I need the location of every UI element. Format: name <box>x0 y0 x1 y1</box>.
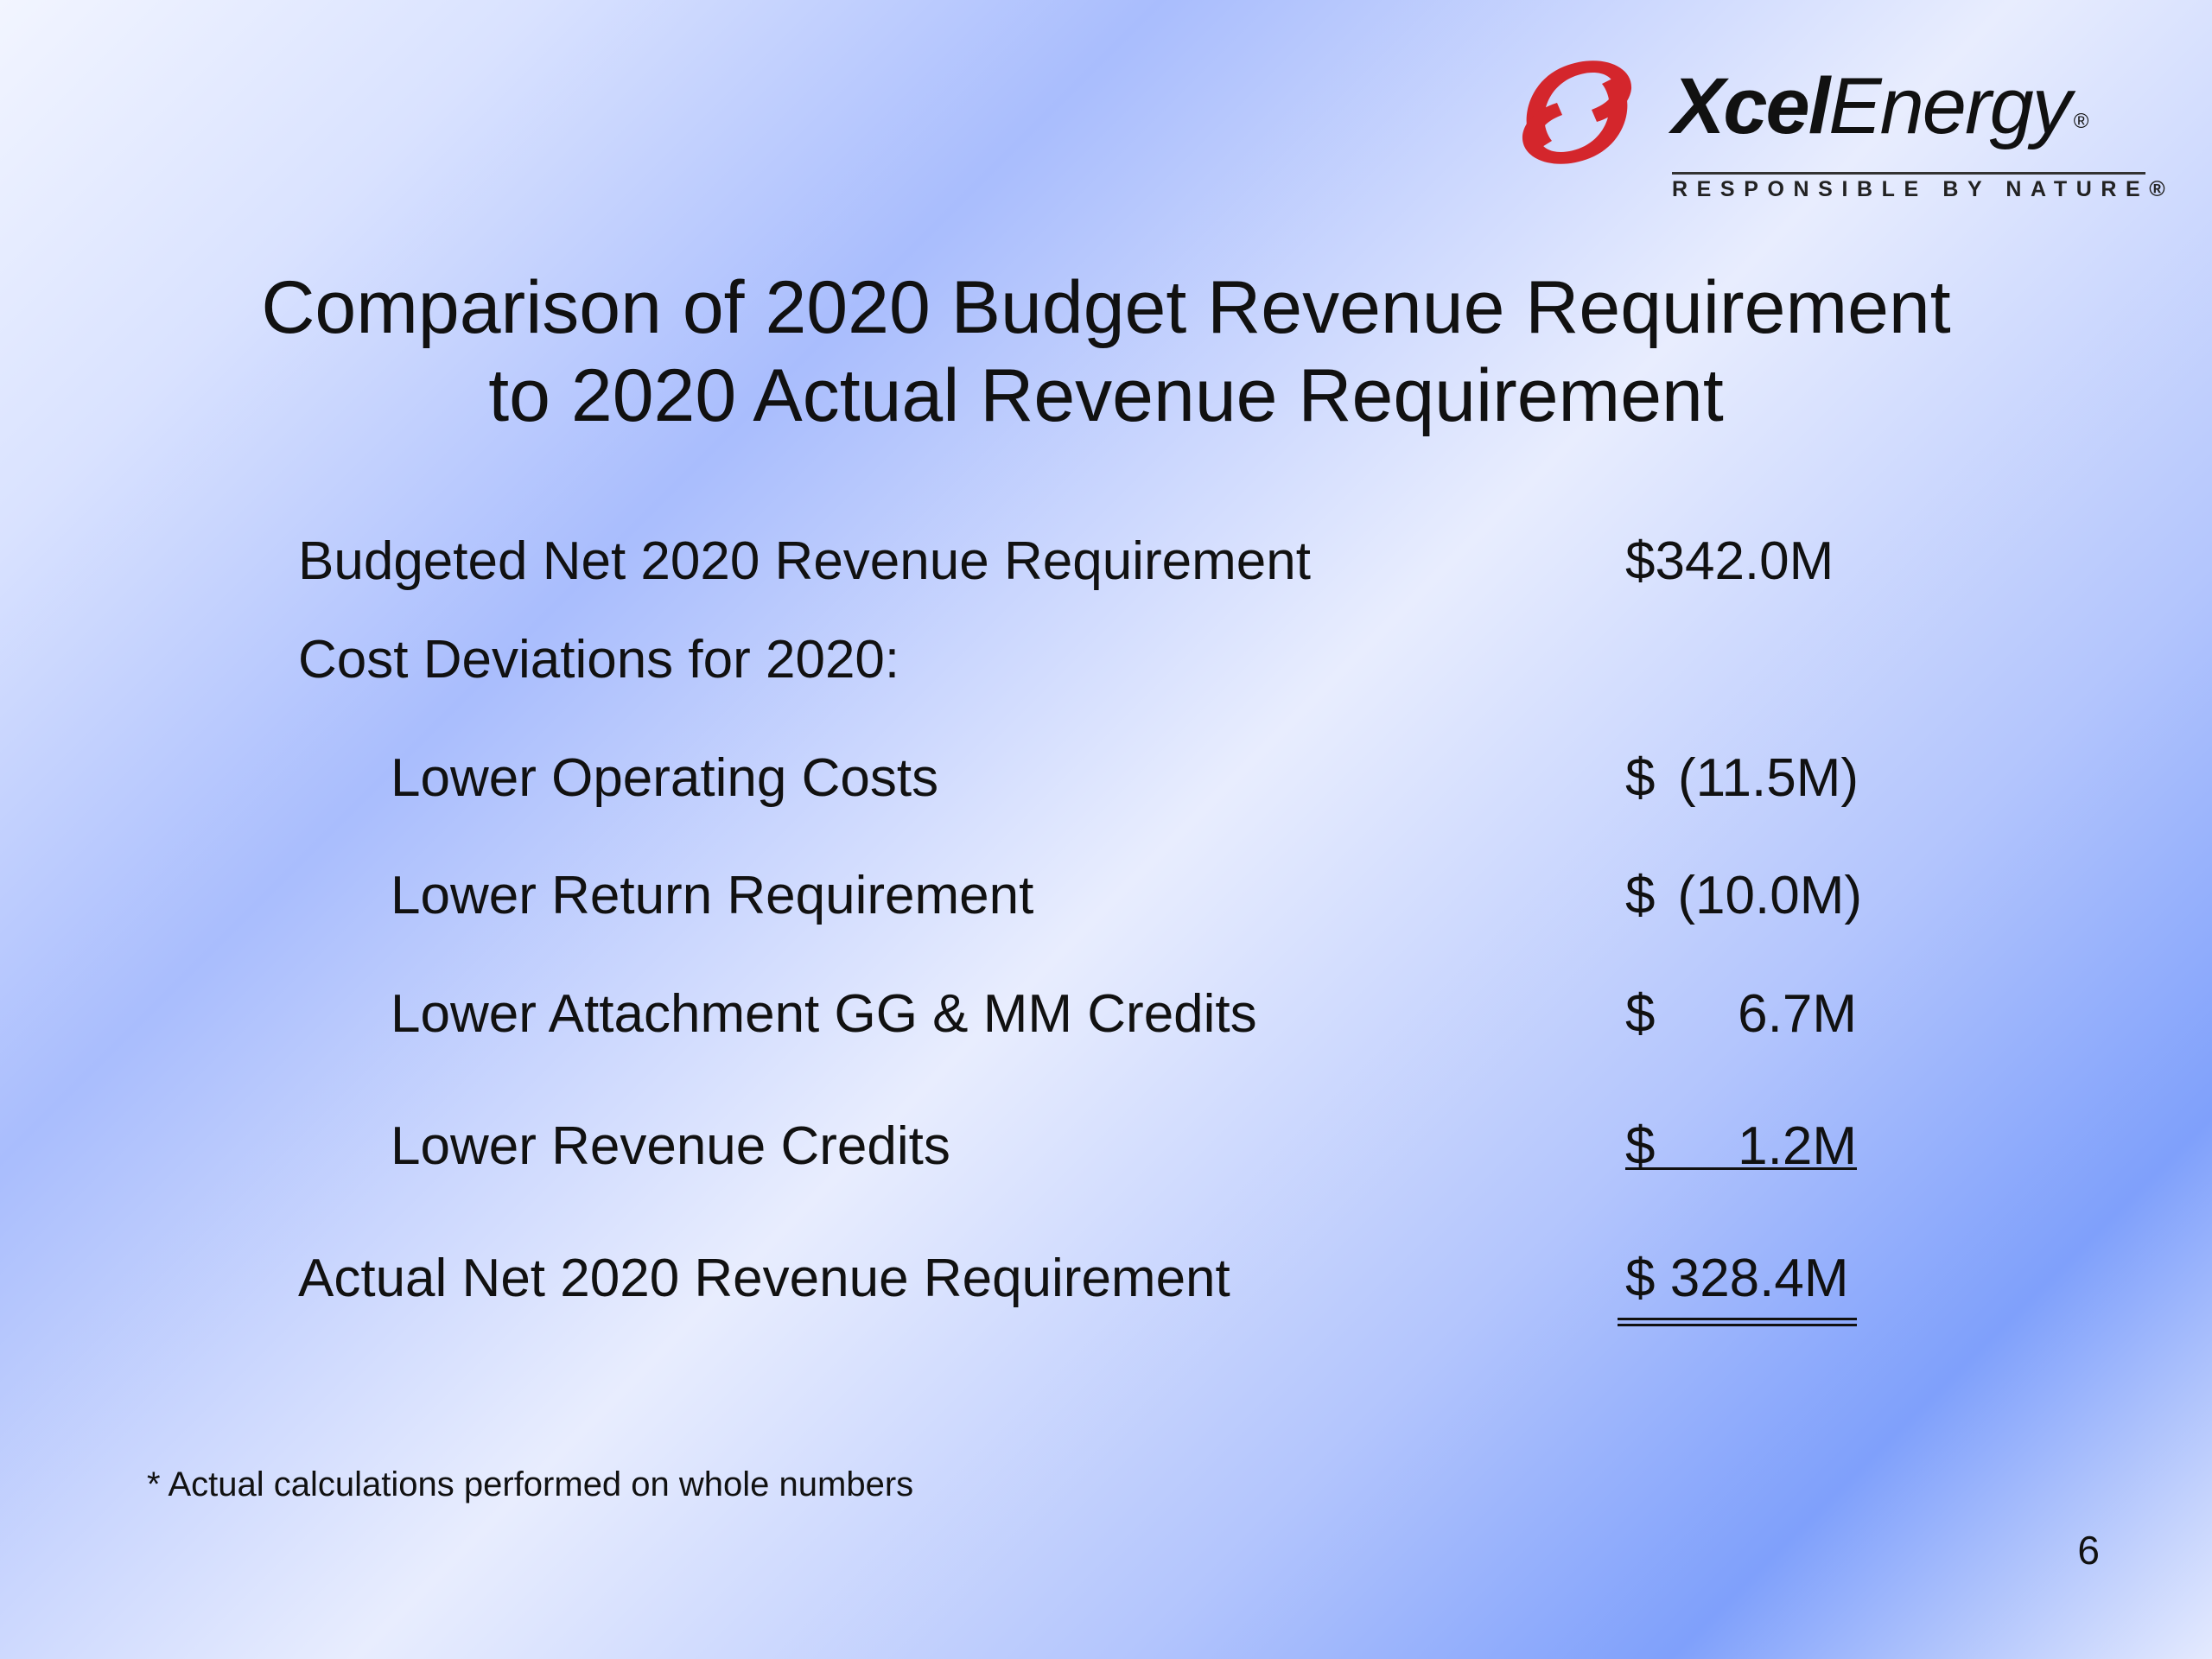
footnote: * Actual calculations performed on whole… <box>147 1465 914 1503</box>
budgeted-amount: $342.0M <box>1625 531 1834 591</box>
logo-divider <box>1672 172 2145 175</box>
logo-brand-bold: Xcel <box>1672 62 1830 150</box>
deviation-currency: $ <box>1625 1116 1656 1176</box>
page-number: 6 <box>2077 1528 2100 1573</box>
total-double-underline-top <box>1618 1318 1857 1320</box>
deviation-value: 6.7M <box>1738 984 1857 1044</box>
deviation-label: Lower Revenue Credits <box>391 1116 950 1176</box>
deviation-value: 1.2M <box>1738 1116 1857 1176</box>
deviation-currency: $ <box>1625 748 1656 808</box>
logo-wordmark: XcelEnergy ® <box>1672 62 2089 150</box>
logo-registered-mark: ® <box>2073 110 2089 133</box>
deviation-currency: $ <box>1625 866 1656 925</box>
deviation-label: Lower Return Requirement <box>391 866 1034 925</box>
deviation-label: Lower Operating Costs <box>391 748 939 808</box>
deviation-value: (11.5M) <box>1677 748 1859 808</box>
total-double-underline-bottom <box>1618 1324 1857 1326</box>
deviations-heading: Cost Deviations for 2020: <box>298 630 900 690</box>
xcel-swirl-icon <box>1522 60 1632 164</box>
slide-title-line-1: Comparison of 2020 Budget Revenue Requir… <box>261 266 1951 349</box>
deviation-label: Lower Attachment GG & MM Credits <box>391 984 1257 1044</box>
deviation-value: (10.0M) <box>1677 866 1862 925</box>
logo-brand-regular: Energy <box>1828 62 2071 150</box>
deviation-currency: $ <box>1625 984 1656 1044</box>
actual-amount: $ 328.4M <box>1625 1249 1849 1308</box>
subtotal-underline <box>1625 1167 1857 1170</box>
slide-title-line-2: to 2020 Actual Revenue Requirement <box>488 354 1724 437</box>
budgeted-label: Budgeted Net 2020 Revenue Requirement <box>298 531 1311 591</box>
logo-tagline: RESPONSIBLE BY NATURE® <box>1672 177 2175 201</box>
slide-title: Comparison of 2020 Budget Revenue Requir… <box>173 264 2039 440</box>
xcel-energy-logo: XcelEnergy ® RESPONSIBLE BY NATURE® <box>1512 48 2165 212</box>
actual-label: Actual Net 2020 Revenue Requirement <box>298 1249 1230 1308</box>
